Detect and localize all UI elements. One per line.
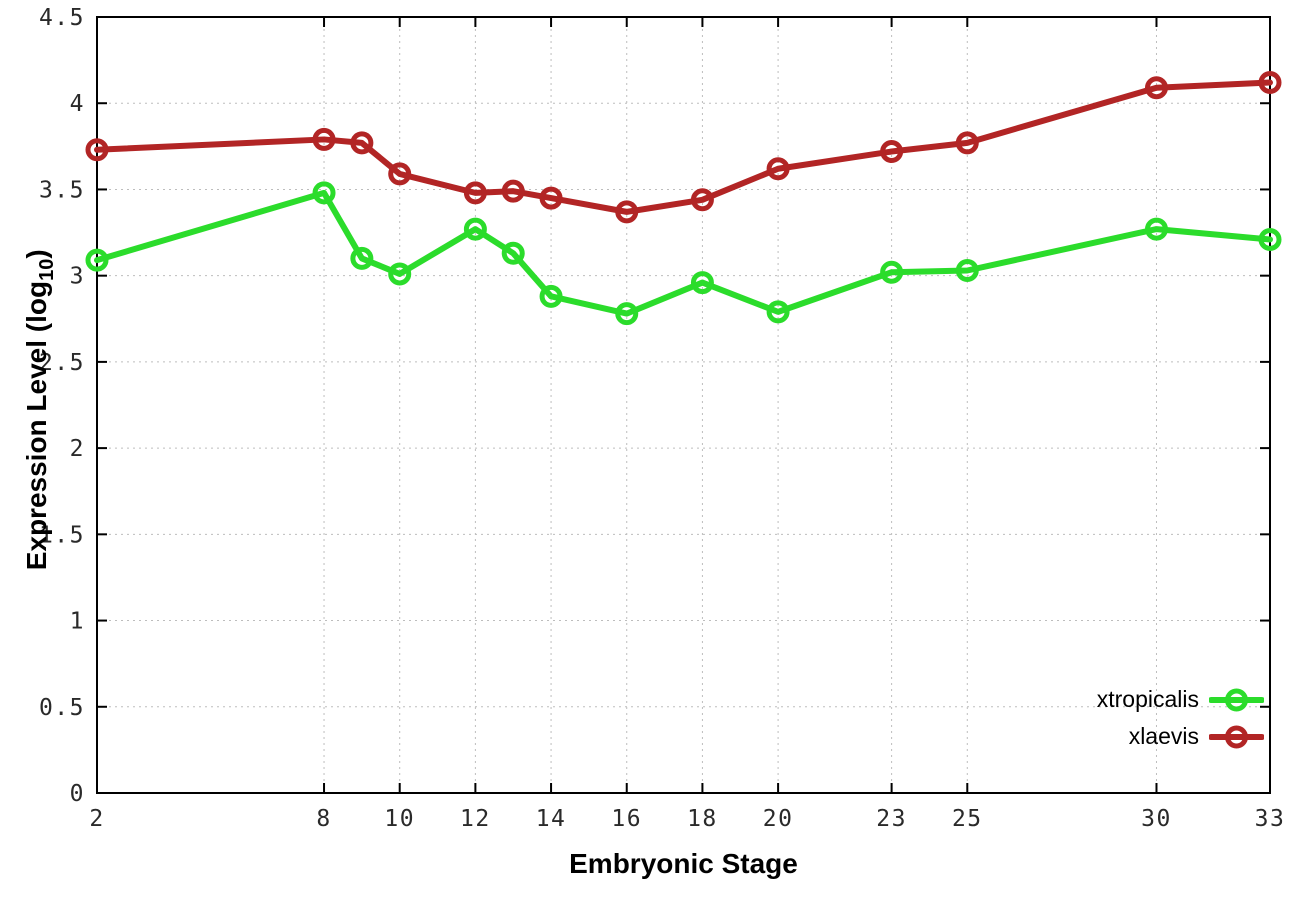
x-axis-title: Embryonic Stage <box>569 848 798 879</box>
y-tick-label: 4.5 <box>39 5 85 31</box>
data-point-xtropicalis <box>1258 227 1282 251</box>
y-tick-label: 3.5 <box>39 177 85 203</box>
data-point-xlaevis <box>1258 71 1282 95</box>
data-point-xtropicalis <box>1144 217 1168 241</box>
y-tick-label: 4 <box>70 91 85 117</box>
data-point-xtropicalis <box>880 260 904 284</box>
x-tick-label: 2 <box>89 806 104 832</box>
plot-border <box>96 16 1271 794</box>
legend-item-xlaevis: xlaevis <box>1097 718 1264 755</box>
y-axis-title-text: Expression Level (log <box>21 280 53 571</box>
x-tick-label: 16 <box>611 806 642 832</box>
series-line-xtropicalis <box>94 189 1273 317</box>
data-point-xlaevis <box>85 138 109 162</box>
data-point-xlaevis <box>690 188 714 212</box>
data-point-xtropicalis <box>955 258 979 282</box>
y-tick-label: 1.5 <box>39 522 85 548</box>
y-axis-title: Expression Level (log10) <box>21 190 59 630</box>
data-point-xlaevis <box>312 127 336 151</box>
x-tick-label: 20 <box>763 806 794 832</box>
x-tick-label: 18 <box>687 806 718 832</box>
legend-marker-xlaevis <box>1209 725 1264 748</box>
y-tick-label: 2 <box>70 436 85 462</box>
y-axis-title-suffix: ) <box>21 249 53 259</box>
y-tick-label: 1 <box>70 609 85 635</box>
data-point-xlaevis <box>388 162 412 186</box>
x-tick-label: 14 <box>536 806 567 832</box>
data-point-xtropicalis <box>85 248 109 272</box>
x-tick-label: 10 <box>384 806 415 832</box>
series-line-xlaevis <box>94 79 1273 215</box>
x-tick-label: 33 <box>1255 806 1286 832</box>
y-tick-label: 3 <box>70 264 85 290</box>
data-point-xlaevis <box>463 181 487 205</box>
data-point-xlaevis <box>501 179 525 203</box>
data-point-xtropicalis <box>615 302 639 326</box>
x-tick-label: 12 <box>460 806 491 832</box>
data-point-xtropicalis <box>766 300 790 324</box>
x-tick-label: 23 <box>876 806 907 832</box>
data-point-xtropicalis <box>501 241 525 265</box>
x-tick-label: 25 <box>952 806 983 832</box>
legend-label-xtropicalis: xtropicalis <box>1096 686 1199 712</box>
legend-label-xlaevis: xlaevis <box>1128 723 1199 749</box>
data-point-xtropicalis <box>388 262 412 286</box>
data-point-xtropicalis <box>690 271 714 295</box>
data-point-xtropicalis <box>350 246 374 270</box>
data-point-xtropicalis <box>463 217 487 241</box>
x-tick-label: 30 <box>1141 806 1172 832</box>
legend: xtropicalis xlaevis <box>1097 681 1264 755</box>
x-tick-label: 8 <box>316 806 331 832</box>
data-point-xtropicalis <box>539 284 563 308</box>
data-point-xlaevis <box>350 131 374 155</box>
data-point-xlaevis <box>539 186 563 210</box>
legend-item-xtropicalis: xtropicalis <box>1097 681 1264 718</box>
y-tick-label: 0 <box>70 781 85 807</box>
data-point-xlaevis <box>1144 76 1168 100</box>
data-point-xlaevis <box>615 200 639 224</box>
data-point-xlaevis <box>766 157 790 181</box>
legend-marker-xtropicalis <box>1209 688 1264 711</box>
y-tick-label: 2.5 <box>39 350 85 376</box>
y-axis-title-subscript: 10 <box>35 258 58 281</box>
y-tick-label: 0.5 <box>39 695 85 721</box>
data-point-xlaevis <box>955 131 979 155</box>
data-point-xtropicalis <box>312 181 336 205</box>
data-point-xlaevis <box>880 140 904 164</box>
